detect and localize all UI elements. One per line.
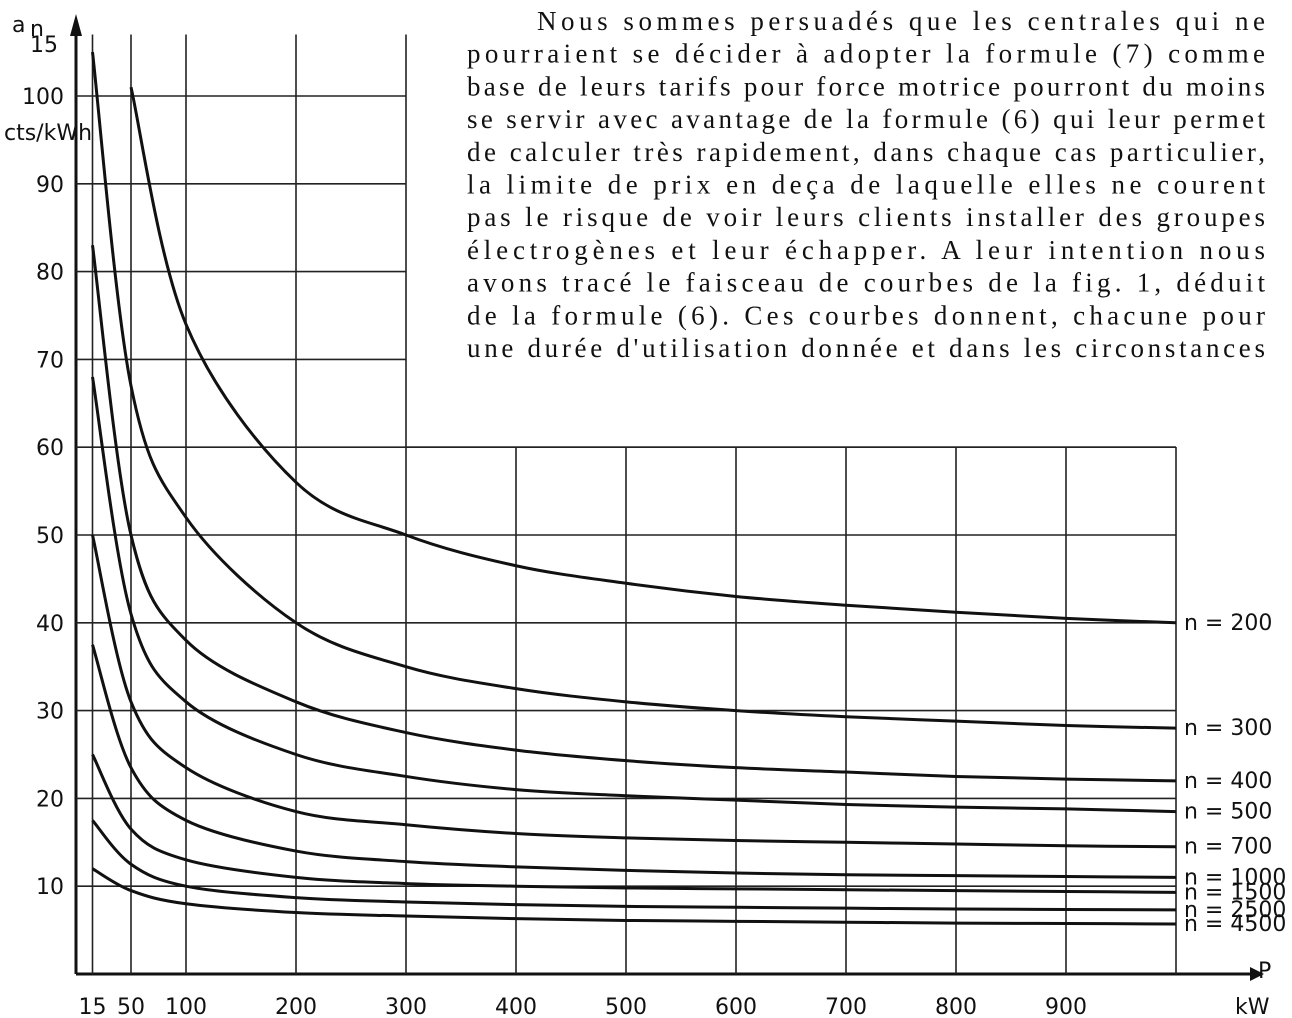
y-tick-label: 50 bbox=[36, 524, 64, 549]
x-unit: kW bbox=[1235, 995, 1270, 1018]
curve bbox=[91, 753, 1177, 894]
y-tick-label: 90 bbox=[36, 173, 64, 198]
series-label: n = 200 bbox=[1184, 611, 1272, 636]
paragraph-line: se servir avec avantage de la formule (6… bbox=[467, 104, 1265, 134]
series-label: n = 400 bbox=[1184, 769, 1272, 794]
paragraph-line: une durée d'utilisation donnée et dans l… bbox=[467, 333, 1265, 363]
series-label: n = 2500 bbox=[1184, 898, 1286, 923]
paragraph-line: la limite de prix en deça de laquelle el… bbox=[467, 170, 1265, 200]
curve bbox=[91, 644, 1177, 879]
x-tick-label: 900 bbox=[1045, 995, 1087, 1018]
paragraph-line: base de leurs tarifs pour force motrice … bbox=[467, 71, 1265, 101]
x-arrow bbox=[1250, 967, 1264, 981]
series-label: n = 500 bbox=[1184, 800, 1272, 825]
y-unit: cts/kWh bbox=[4, 121, 92, 146]
x-tick-label: 200 bbox=[275, 995, 317, 1018]
curve bbox=[91, 376, 1177, 814]
paragraph-line: de la formule (6). Ces courbes donnent, … bbox=[467, 300, 1265, 330]
x-tick-label: 50 bbox=[117, 995, 145, 1018]
x-tick-label: 100 bbox=[165, 995, 207, 1018]
x-tick-label: 400 bbox=[495, 995, 537, 1018]
paragraph-line: électrogènes et leur échapper. A leur in… bbox=[467, 235, 1265, 265]
curve bbox=[91, 51, 1177, 730]
x-label: P bbox=[1258, 959, 1271, 984]
series-label: n = 4500 bbox=[1184, 912, 1286, 937]
curve bbox=[91, 245, 1177, 783]
series-label: n = 1500 bbox=[1184, 880, 1286, 905]
curve bbox=[91, 867, 1177, 926]
x-tick-label: 15 bbox=[79, 995, 107, 1018]
y-arrow bbox=[70, 14, 82, 36]
curve bbox=[91, 819, 1177, 912]
paragraph-line: de calculer très rapidement, dans chaque… bbox=[467, 137, 1265, 167]
x-tick-label: 600 bbox=[715, 995, 757, 1018]
series-label: n = 1000 bbox=[1184, 865, 1286, 890]
y-tick-label: 20 bbox=[36, 787, 64, 812]
paragraph-line: pourraient se décider à adopter la formu… bbox=[467, 39, 1265, 69]
x-tick-label: 700 bbox=[825, 995, 867, 1018]
paragraph-line: pas le risque de voir leurs clients inst… bbox=[467, 202, 1265, 232]
series-label: n = 700 bbox=[1184, 835, 1272, 860]
curve bbox=[129, 86, 1177, 625]
x-tick-label: 300 bbox=[385, 995, 427, 1018]
x-tick-label: 500 bbox=[605, 995, 647, 1018]
y-tick-label: 30 bbox=[36, 700, 64, 725]
series-label: n = 300 bbox=[1184, 716, 1272, 741]
paragraph-line: Nous sommes persuadés que les centrales … bbox=[537, 6, 1265, 36]
y-tick-label: 60 bbox=[36, 436, 64, 461]
y-tick-label: 100 bbox=[22, 85, 64, 110]
y-tick-label: 80 bbox=[36, 261, 64, 286]
y-label-index: n bbox=[30, 17, 44, 42]
x-tick-label: 800 bbox=[935, 995, 977, 1018]
y-tick-label: 10 bbox=[36, 875, 64, 900]
y-label-sub: 15 bbox=[30, 33, 58, 58]
curve bbox=[91, 534, 1177, 849]
y-tick-label: 40 bbox=[36, 612, 64, 637]
paragraph-line: avons tracé le faisceau de courbes de la… bbox=[467, 268, 1265, 298]
y-label: a bbox=[12, 13, 25, 38]
y-tick-label: 70 bbox=[36, 348, 64, 373]
